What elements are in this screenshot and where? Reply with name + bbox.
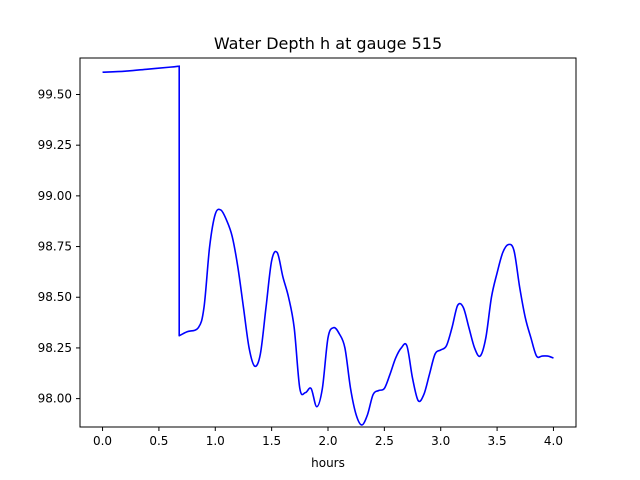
x-tick-label: 3.0 xyxy=(431,434,450,448)
y-tick-label: 99.50 xyxy=(38,87,72,101)
series-layer xyxy=(102,65,554,426)
chart-title: Water Depth h at gauge 515 xyxy=(214,34,442,53)
x-tick-label: 3.5 xyxy=(488,434,507,448)
y-axis-ticks: 98.00 98.25 98.50 98.75 99.00 99.25 99.50 xyxy=(38,87,80,406)
y-tick-label: 99.00 xyxy=(38,189,72,203)
series-line-water-depth xyxy=(102,65,554,426)
x-axis-ticks: 0.0 0.5 1.0 1.5 2.0 2.5 3.0 3.5 4.0 xyxy=(93,427,563,448)
y-tick-label: 99.25 xyxy=(38,138,72,152)
x-axis-label: hours xyxy=(311,456,345,470)
plot-area xyxy=(80,58,576,427)
y-tick-label: 98.25 xyxy=(38,341,72,355)
x-tick-label: 4.0 xyxy=(544,434,563,448)
x-tick-label: 1.0 xyxy=(206,434,225,448)
x-tick-label: 0.5 xyxy=(149,434,168,448)
x-tick-label: 2.5 xyxy=(375,434,394,448)
y-tick-label: 98.50 xyxy=(38,290,72,304)
y-tick-label: 98.75 xyxy=(38,240,72,254)
x-tick-label: 1.5 xyxy=(262,434,281,448)
y-tick-label: 98.00 xyxy=(38,392,72,406)
x-tick-label: 0.0 xyxy=(93,434,112,448)
plot-frame xyxy=(79,57,577,428)
x-tick-label: 2.0 xyxy=(318,434,337,448)
